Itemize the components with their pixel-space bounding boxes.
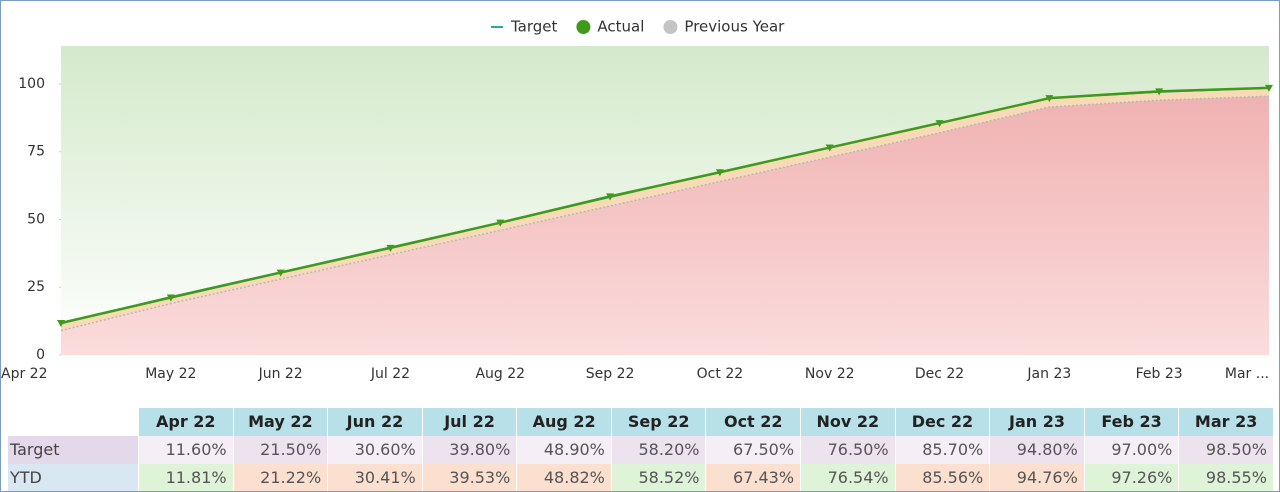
ytd-cell: 85.56% — [895, 464, 991, 491]
header-cell: Apr 22 — [139, 408, 234, 436]
y-tick-label: 75 — [27, 144, 45, 160]
x-tick-label: Mar ... — [1225, 366, 1269, 382]
legend-label: Previous Year — [684, 18, 785, 36]
ytd-cell: 97.26% — [1084, 464, 1180, 491]
y-tick-label: 25 — [27, 279, 45, 295]
actual-marker — [496, 219, 505, 227]
header-cell: Jun 22 — [328, 408, 423, 436]
header-blank — [8, 408, 139, 436]
legend-label: Actual — [597, 18, 644, 36]
actual-marker — [1265, 84, 1273, 92]
ytd-cell: 21.22% — [233, 464, 329, 491]
target-cell: 94.80% — [990, 436, 1085, 464]
legend-swatch — [663, 20, 678, 34]
target-cell: 30.60% — [328, 436, 423, 464]
x-tick-label: Jun 22 — [258, 366, 303, 382]
ytd-cell: 11.81% — [139, 464, 234, 491]
ytd-cell: 30.41% — [328, 464, 423, 491]
x-tick-label: Aug 22 — [475, 366, 525, 382]
target-cell: 98.50% — [1179, 436, 1274, 464]
target-cell: 11.60% — [139, 436, 234, 464]
header-cell: Jul 22 — [422, 408, 518, 436]
y-tick-label: 50 — [27, 211, 45, 227]
x-tick-label: Jul 22 — [370, 366, 410, 382]
actual-marker — [276, 269, 285, 277]
ytd-cell: 76.54% — [801, 464, 896, 491]
chart: 0 25 50 75 100 Apr 22 May 22 Jun 22 Jul 22 Aug 22… — [1, 18, 1273, 382]
data-table: Apr 22 May 22 Jun 22 Jul 22 Aug 22 Sep 22 Oct … — [8, 408, 1274, 491]
target-cell: 58.20% — [611, 436, 707, 464]
header-cell: Sep 22 — [611, 408, 707, 436]
target-cell: 39.80% — [422, 436, 518, 464]
header-cell: Aug 22 — [517, 408, 612, 436]
actual-marker — [386, 244, 395, 252]
row-label: Target — [8, 436, 139, 464]
actual-marker — [935, 120, 944, 128]
header-cell: Jan 23 — [990, 408, 1085, 436]
x-tick-label: Apr 22 — [1, 366, 47, 382]
header-cell: Mar 23 — [1179, 408, 1274, 436]
header-cell: Oct 22 — [706, 408, 802, 436]
actual-marker — [166, 294, 175, 302]
actual-line — [60, 86, 1270, 325]
actual-marker — [1155, 88, 1164, 96]
target-cell: 85.70% — [895, 436, 991, 464]
ytd-cell: 48.82% — [517, 464, 612, 491]
actual-marker — [825, 144, 834, 152]
actual-marker — [606, 193, 615, 201]
x-tick-label: Jan 23 — [1026, 366, 1071, 382]
x-tick-label: May 22 — [145, 366, 196, 382]
x-tick-label: Dec 22 — [915, 366, 964, 382]
header-cell: Dec 22 — [895, 408, 991, 436]
ytd-cell: 67.43% — [706, 464, 802, 491]
row-label: YTD — [8, 464, 139, 491]
actual-marker — [57, 319, 65, 327]
header-cell: May 22 — [233, 408, 329, 436]
ytd-cell: 39.53% — [422, 464, 518, 491]
actual-marker — [715, 169, 724, 177]
y-tick-label: 100 — [18, 76, 45, 92]
actual-marker — [1045, 95, 1054, 103]
y-tick-label: 0 — [36, 347, 45, 363]
target-cell: 21.50% — [233, 436, 329, 464]
target-row: Target 11.60% 21.50% 30.60% 39.80% 48.90% 58.2… — [8, 436, 1274, 464]
target-cell: 67.50% — [706, 436, 802, 464]
previous-year-area — [61, 96, 1269, 355]
x-tick-label: Nov 22 — [805, 366, 855, 382]
ytd-cell: 94.76% — [990, 464, 1085, 491]
x-tick-label: Sep 22 — [586, 366, 635, 382]
target-cell: 76.50% — [801, 436, 896, 464]
ytd-row: YTD 11.81% 21.22% 30.41% 39.53% 48.82% 58.52% 6… — [8, 464, 1274, 491]
x-tick-label: Feb 23 — [1136, 366, 1183, 382]
ytd-cell: 58.52% — [611, 464, 707, 491]
header-cell: Nov 22 — [801, 408, 896, 436]
ytd-cell: 98.55% — [1179, 464, 1274, 491]
x-tick-label: Oct 22 — [697, 366, 743, 382]
legend-label: Target — [510, 18, 558, 36]
target-cell: 97.00% — [1084, 436, 1180, 464]
target-cell: 48.90% — [517, 436, 612, 464]
table-header: Apr 22 May 22 Jun 22 Jul 22 Aug 22 Sep 22 Oct … — [8, 408, 1274, 436]
header-cell: Feb 23 — [1084, 408, 1180, 436]
legend-swatch — [576, 20, 591, 34]
